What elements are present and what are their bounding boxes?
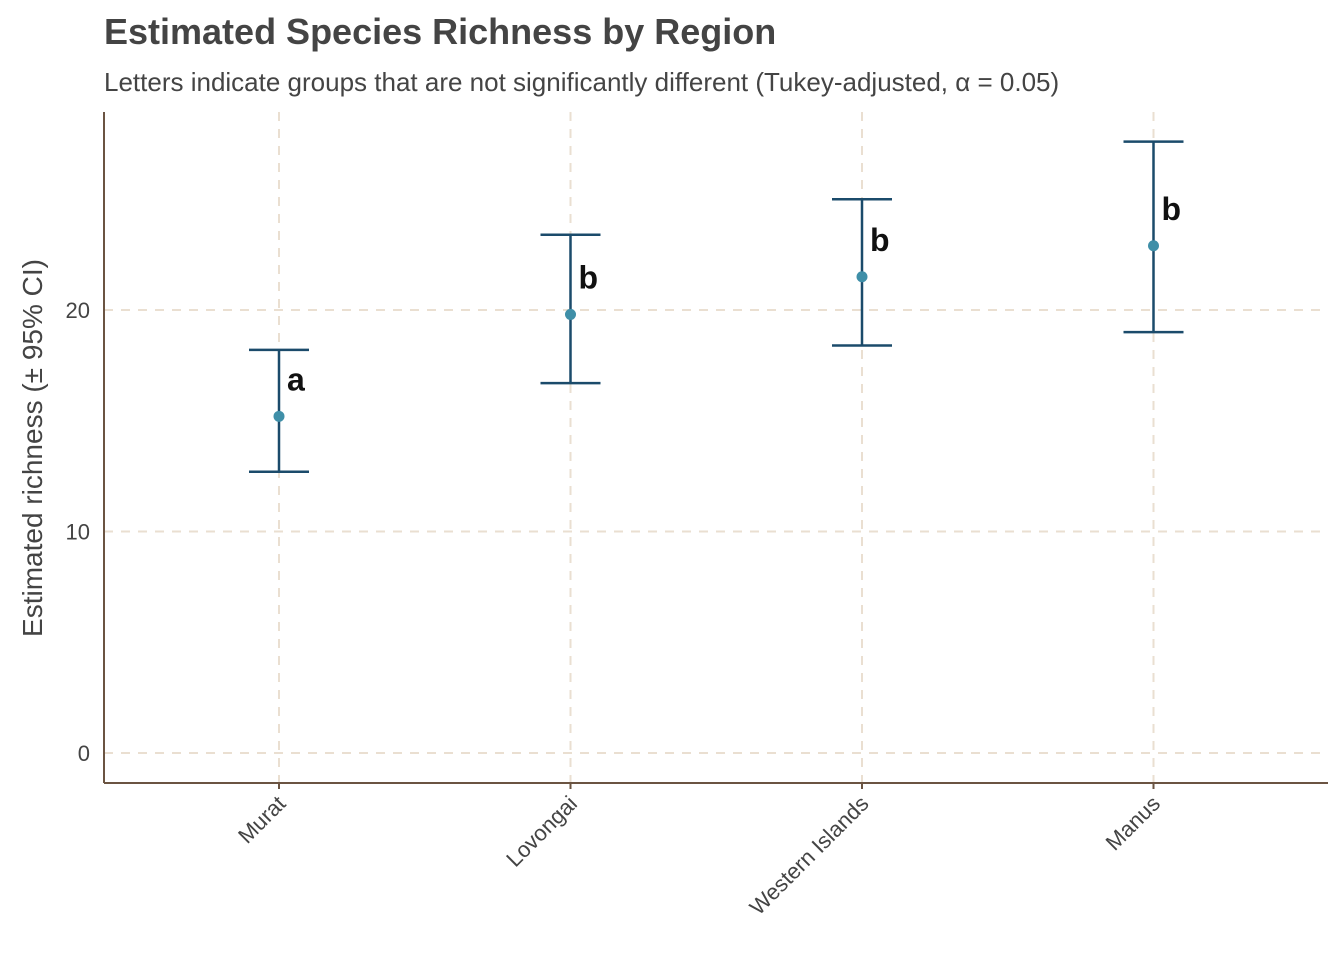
data-point xyxy=(856,271,868,283)
x-tick-label: Lovongai xyxy=(501,791,582,872)
chart-title: Estimated Species Richness by Region xyxy=(104,11,776,52)
errorbar-group: a xyxy=(249,348,309,473)
y-tick-label: 10 xyxy=(66,520,90,545)
axes xyxy=(103,112,1328,784)
x-tick-label: Manus xyxy=(1101,791,1165,855)
data-point xyxy=(565,308,576,320)
data-marks: a b b b xyxy=(249,140,1184,473)
chart-subtitle: Letters indicate groups that are not sig… xyxy=(104,67,1059,97)
data-point xyxy=(273,410,285,422)
errorbar-group: b xyxy=(540,233,601,385)
x-tick-label: Murat xyxy=(233,791,290,848)
group-letter-label: a xyxy=(287,361,305,397)
group-letter-label: b xyxy=(579,259,599,295)
y-tick-label: 20 xyxy=(66,298,90,323)
errorbar-group: b xyxy=(1123,140,1184,334)
x-tick-label: Western Islands xyxy=(745,791,874,920)
group-letter-label: b xyxy=(870,222,890,258)
y-axis-label: Estimated richness (± 95% CI) xyxy=(17,259,48,637)
y-tick-label: 0 xyxy=(78,741,90,766)
group-letter-label: b xyxy=(1162,191,1182,227)
tick-labels: 0 10 20 Murat Lovongai Western Islands Manus xyxy=(66,298,1166,920)
data-point xyxy=(1148,240,1159,252)
gridlines xyxy=(104,112,1328,783)
errorbar-group: b xyxy=(832,198,892,347)
